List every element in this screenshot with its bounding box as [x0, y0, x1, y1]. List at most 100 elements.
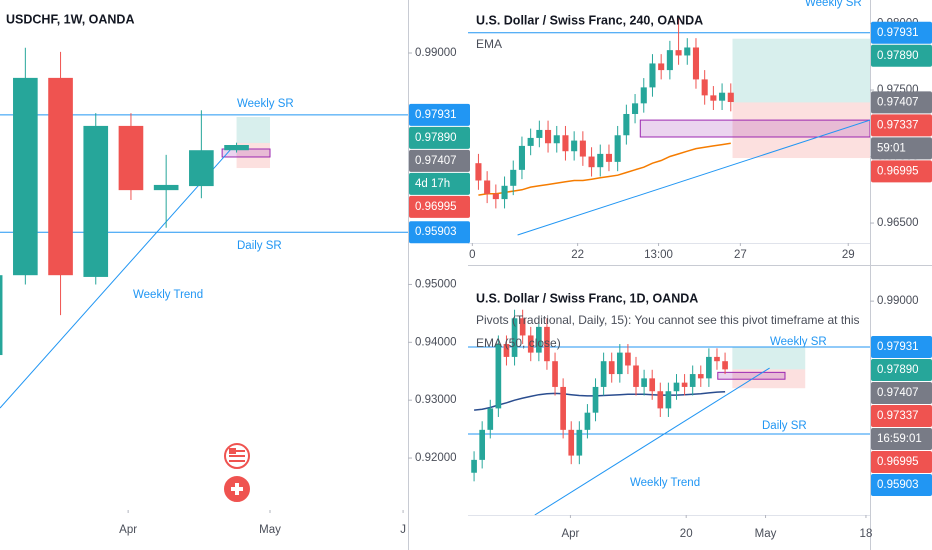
candle-body: [13, 77, 38, 276]
sr-level-label: Weekly SR: [237, 98, 294, 110]
price-tag: [871, 114, 932, 137]
x-tick-label: 0: [469, 249, 475, 261]
candle-body: [83, 125, 109, 277]
candle-body: [608, 361, 615, 375]
price-tag: [409, 221, 470, 244]
candle-body: [503, 344, 510, 357]
candle-body: [48, 77, 73, 276]
candle-body: [560, 386, 566, 430]
chart-title: U.S. Dollar / Swiss Franc, 1D, OANDA: [476, 291, 698, 305]
candle-body: [697, 374, 704, 379]
candle-body: [118, 125, 144, 191]
price-tag: [871, 44, 932, 67]
price-tag-label: 0.97337: [877, 119, 919, 131]
candle-body: [475, 163, 482, 181]
price-tag-label: 0.97337: [877, 410, 919, 422]
candle-body: [666, 50, 673, 71]
position-box: [639, 119, 870, 138]
price-tag-label: 0.97890: [877, 364, 919, 376]
candle-body: [658, 63, 665, 71]
candle-body: [657, 391, 664, 409]
price-tag: [871, 358, 932, 381]
flag-us: [224, 443, 250, 469]
candle-body: [495, 344, 502, 409]
sr-level-label: Daily SR: [237, 240, 282, 252]
price-tag-label: 0.97931: [877, 27, 919, 39]
plot-bottom-right: [468, 309, 870, 515]
y-tick-label: 0.92000: [415, 452, 457, 464]
candle-body: [552, 361, 558, 387]
trend-line: [517, 119, 870, 236]
price-tag: [871, 381, 932, 404]
y-tick-label: 0.99000: [877, 295, 919, 307]
price-tag-label: 0.97890: [877, 50, 919, 62]
sr-level-label: Daily SR: [762, 420, 807, 432]
y-tick-label: 0.94000: [415, 336, 457, 348]
x-tick-label: 29: [842, 249, 855, 261]
candle-body: [576, 429, 583, 456]
price-tag-label: 0.97931: [415, 109, 457, 121]
candle-body: [153, 184, 179, 191]
price-tag: [871, 450, 932, 473]
candle-body: [692, 47, 700, 80]
chart-title: U.S. Dollar / Swiss Franc, 240, OANDA: [476, 13, 703, 27]
sr-level-label: Weekly SR: [770, 336, 827, 348]
y-tick-label: 0.99000: [415, 47, 457, 59]
chart-title: USDCHF, 1W, OANDA: [6, 12, 134, 26]
candle-body: [633, 365, 639, 387]
price-tag-label: 59:01: [877, 142, 906, 154]
candle-body: [471, 459, 477, 473]
candle-body: [605, 153, 613, 162]
x-tick-label: 13:00: [644, 249, 673, 261]
price-tag: [871, 427, 932, 450]
candle-body: [484, 180, 491, 194]
price-tag-label: 0.96995: [877, 165, 919, 177]
candle-body: [0, 275, 3, 356]
candle-body: [579, 140, 586, 157]
price-tag-label: 0.95903: [877, 479, 919, 491]
y-tick-label: 0.95000: [415, 278, 457, 290]
candle-body: [492, 193, 499, 200]
candle-body: [673, 382, 680, 392]
candle-body: [706, 356, 712, 379]
price-tag: [871, 473, 932, 496]
candle-body: [727, 92, 734, 103]
candle-body: [592, 386, 599, 413]
trend-label: Weekly Trend: [630, 477, 700, 489]
trend-line: [0, 149, 231, 409]
overlay: USDCHF, 1W, OANDA 0.99000 0.95000 0.94000 0.…: [6, 0, 932, 540]
candle-body: [701, 79, 708, 96]
candle-body: [544, 326, 550, 362]
position-box: [732, 347, 806, 370]
indicator-note: Pivots (Traditional, Daily, 15): You can…: [476, 313, 860, 327]
candle-body: [562, 135, 569, 152]
price-tag-label: 0.95903: [415, 226, 457, 238]
candle-body: [479, 429, 486, 460]
candle-body: [597, 153, 604, 168]
price-tag: [871, 137, 932, 160]
candle-body: [689, 374, 696, 387]
candle-body: [511, 318, 518, 357]
price-tag: [409, 172, 470, 195]
candle-body: [649, 378, 656, 392]
candle-body: [675, 50, 682, 56]
position-box: [732, 102, 870, 159]
price-tag: [409, 126, 470, 149]
price-tag: [409, 195, 470, 218]
x-tick-label: May: [259, 524, 281, 536]
price-tag-label: 0.97931: [877, 341, 919, 353]
candle-body: [588, 156, 595, 168]
trend-label: Weekly Trend: [133, 289, 203, 301]
candle-body: [600, 361, 607, 387]
price-tag-label: 0.97890: [415, 132, 457, 144]
candle-body: [510, 169, 517, 186]
position-box: [717, 371, 786, 380]
candle-body: [518, 145, 525, 170]
price-tag: [871, 91, 932, 114]
price-tag: [409, 149, 470, 172]
candle-body: [189, 150, 214, 187]
candle-body: [684, 47, 691, 56]
candle-body: [536, 129, 543, 138]
x-tick-label: Apr: [119, 524, 137, 536]
